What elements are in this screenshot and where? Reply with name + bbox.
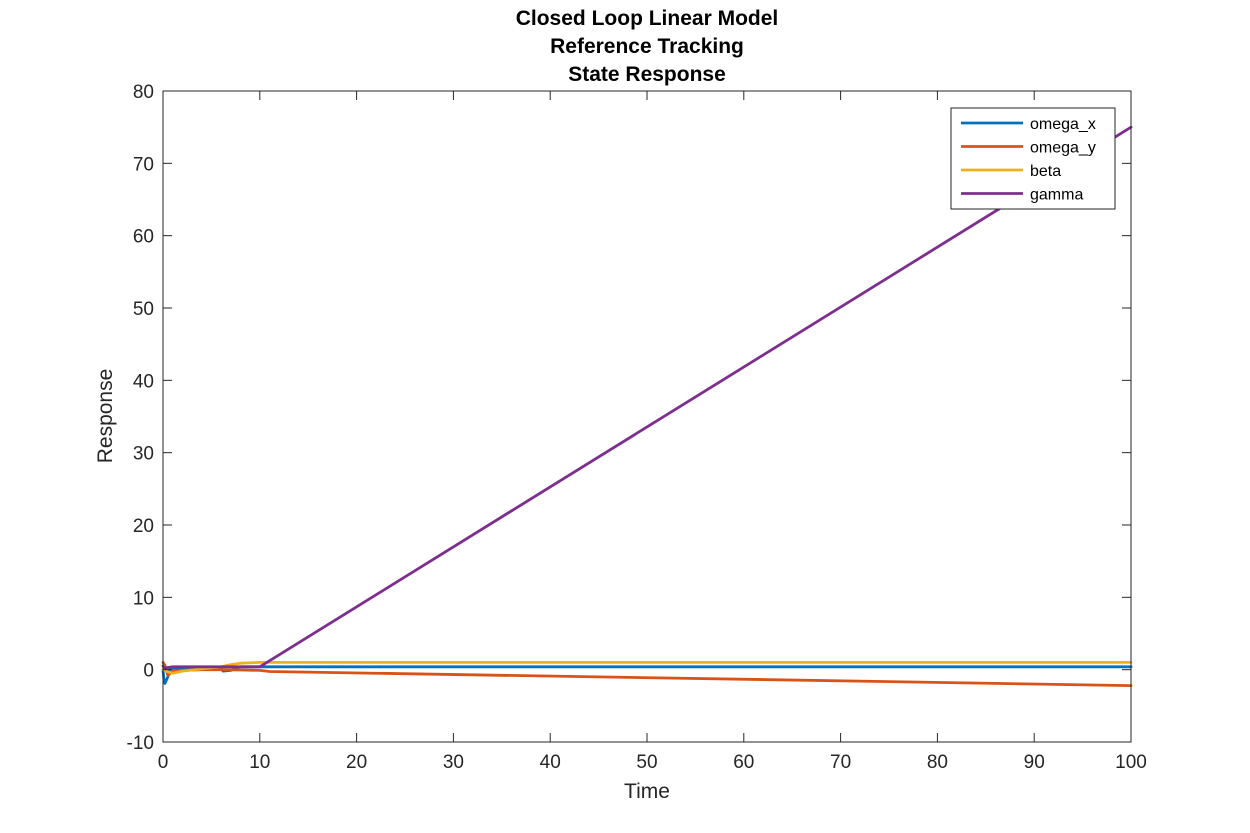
x-tick-label: 90 xyxy=(1024,752,1045,773)
x-tick-label: 40 xyxy=(540,752,561,773)
series-layer xyxy=(161,125,1133,687)
y-tick-label: 0 xyxy=(143,661,154,682)
series-line-gamma xyxy=(161,125,1133,670)
y-tick-label: 60 xyxy=(133,227,154,248)
ticks-layer: 0 10 20 30 40 50 60 70 80 90 100-10010203040506070… xyxy=(127,82,1147,773)
legend-label-gamma: gamma xyxy=(1030,187,1083,204)
chart-title-line-1: Closed Loop Linear Model xyxy=(515,7,779,30)
x-tick-label: 80 xyxy=(927,752,948,773)
x-tick-label: 100 xyxy=(1115,752,1147,773)
y-tick-label: 40 xyxy=(133,371,154,392)
chart-title: Closed Loop Linear Model Reference Track… xyxy=(163,5,1131,89)
legend-label-omega_x: omega_x xyxy=(1030,116,1096,133)
y-tick-label: 70 xyxy=(133,154,154,175)
legend-label-omega_y: omega_y xyxy=(1030,140,1096,157)
y-tick-label: 80 xyxy=(133,82,154,103)
x-tick-label: 30 xyxy=(443,752,464,773)
x-axis-label: Time xyxy=(624,780,670,803)
y-tick-label: 50 xyxy=(133,299,154,320)
y-axis-label: Response xyxy=(94,369,117,464)
y-tick-label: 30 xyxy=(133,444,154,465)
y-tick-label: 20 xyxy=(133,516,154,537)
x-tick-label: 20 xyxy=(346,752,367,773)
x-tick-label: 0 xyxy=(158,752,169,773)
chart-title-line-3: State Response xyxy=(568,63,726,86)
y-tick-label: -10 xyxy=(127,733,154,754)
x-tick-label: 10 xyxy=(249,752,270,773)
chart-title-line-2: Reference Tracking xyxy=(550,35,744,58)
y-tick-label: 10 xyxy=(133,588,154,609)
x-tick-label: 50 xyxy=(636,752,657,773)
legend-label-beta: beta xyxy=(1030,163,1061,180)
x-tick-label: 60 xyxy=(733,752,754,773)
x-tick-label: 70 xyxy=(830,752,851,773)
